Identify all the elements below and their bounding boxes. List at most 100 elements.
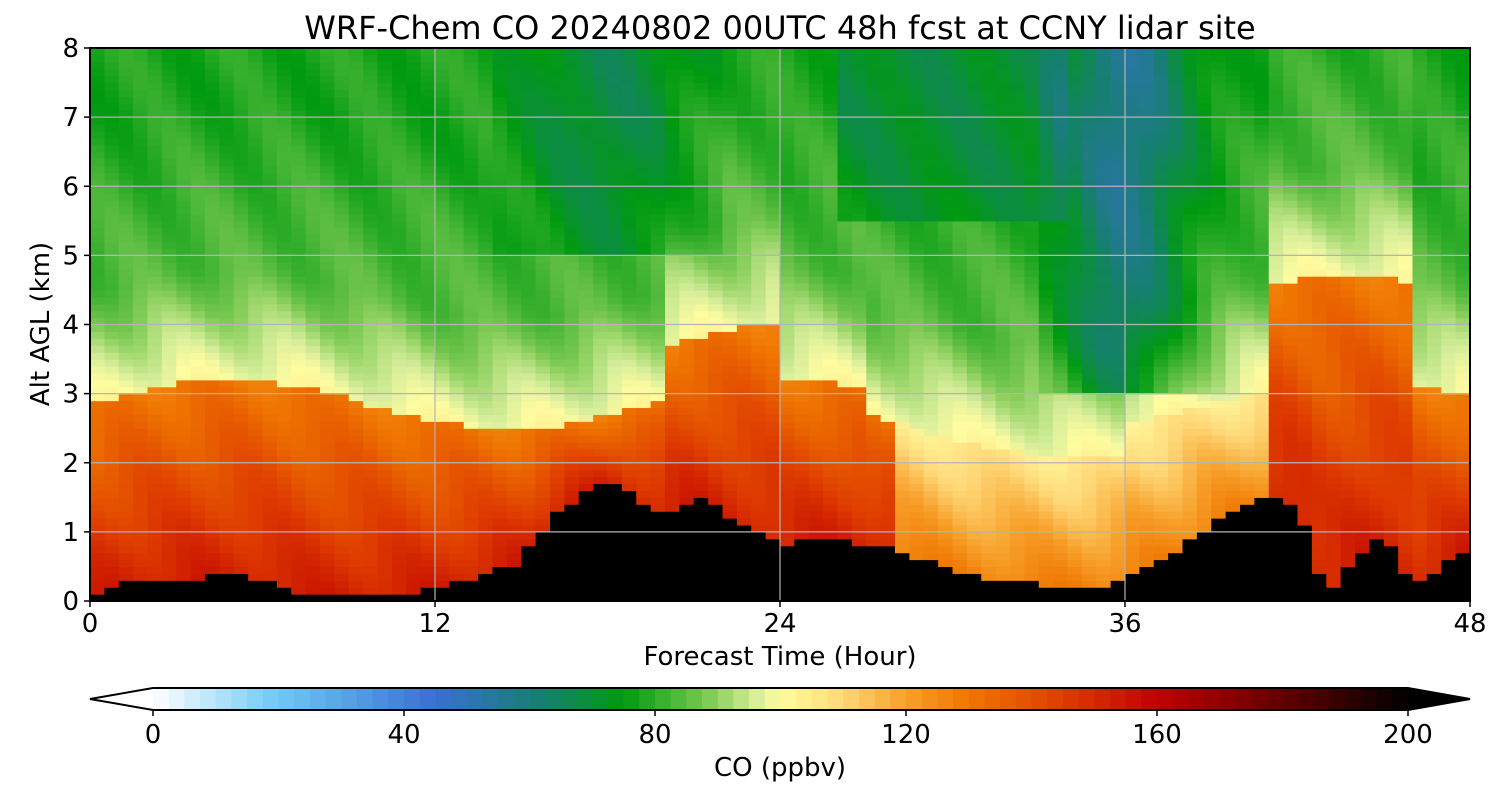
contour-cell — [90, 234, 105, 243]
contour-cell — [650, 448, 666, 457]
contour-cell — [736, 241, 752, 250]
contour-cell — [176, 400, 192, 409]
contour-cell — [866, 234, 882, 243]
contour-cell — [104, 407, 120, 415]
contour-cell — [938, 220, 954, 229]
contour-cell — [161, 179, 177, 187]
contour-cell — [909, 151, 925, 160]
contour-cell — [650, 75, 666, 84]
contour-cell — [938, 372, 954, 381]
contour-cell — [262, 566, 278, 574]
contour-cell — [492, 117, 508, 125]
contour-cell — [521, 573, 537, 581]
contour-cell — [190, 241, 206, 250]
contour-cell — [377, 82, 393, 91]
contour-cell — [938, 110, 954, 118]
contour-cell — [420, 227, 436, 236]
contour-cell — [550, 220, 565, 229]
contour-cell — [161, 594, 177, 601]
contour-cell — [564, 497, 580, 505]
contour-cell — [348, 48, 364, 56]
contour-cell — [866, 518, 882, 526]
contour-cell — [133, 117, 149, 125]
contour-cell — [506, 276, 522, 284]
contour-cell — [233, 241, 249, 250]
contour-cell — [190, 476, 206, 485]
contour-cell — [248, 345, 264, 353]
contour-cell — [636, 455, 652, 464]
contour-cell — [564, 186, 580, 194]
contour-cell — [621, 469, 637, 478]
contour-cell — [665, 442, 680, 450]
contour-cell — [420, 255, 436, 263]
contour-cell — [233, 462, 249, 471]
contour-cell — [161, 241, 177, 250]
contour-cell — [765, 227, 781, 236]
contour-cell — [880, 365, 896, 374]
contour-cell — [650, 359, 666, 367]
contour-cell — [334, 144, 350, 153]
contour-cell — [708, 200, 724, 208]
contour-cell — [895, 386, 910, 395]
contour-cell — [665, 289, 680, 298]
contour-cell — [765, 213, 781, 222]
contour-cell — [190, 490, 206, 498]
contour-cell — [176, 165, 192, 174]
contour-cell — [823, 103, 839, 111]
contour-cell — [564, 352, 580, 360]
contour-cell — [794, 117, 810, 125]
contour-cell — [550, 165, 565, 174]
contour-cell — [248, 310, 264, 319]
contour-cell — [837, 75, 853, 84]
contour-cell — [966, 476, 982, 485]
contour-cell — [248, 352, 264, 360]
contour-cell — [909, 359, 925, 367]
contour-cell — [248, 172, 264, 180]
contour-cell — [895, 566, 910, 574]
contour-cell — [449, 469, 465, 478]
contour-cell — [550, 345, 565, 353]
contour-cell — [765, 303, 781, 312]
contour-cell — [679, 137, 695, 146]
contour-cell — [564, 379, 580, 388]
contour-cell — [823, 524, 839, 533]
contour-cell — [161, 262, 177, 270]
contour-cell — [291, 200, 307, 208]
contour-cell — [751, 442, 767, 450]
contour-cell — [104, 310, 120, 319]
contour-cell — [463, 428, 479, 436]
contour-cell — [449, 442, 465, 450]
contour-cell — [780, 476, 795, 485]
contour-cell — [966, 469, 982, 478]
contour-cell — [952, 338, 968, 346]
contour-cell — [909, 54, 925, 63]
contour-cell — [952, 193, 968, 201]
contour-cell — [147, 545, 163, 554]
contour-cell — [550, 338, 565, 346]
contour-cell — [535, 538, 551, 547]
contour-cell — [463, 552, 479, 561]
contour-cell — [133, 587, 149, 595]
contour-cell — [751, 186, 767, 194]
contour-cell — [219, 200, 235, 208]
contour-cell — [966, 54, 982, 63]
contour-cell — [320, 511, 335, 519]
contour-cell — [607, 504, 623, 512]
contour-cell — [564, 158, 580, 167]
contour-cell — [233, 117, 249, 125]
contour-cell — [765, 317, 781, 326]
contour-cell — [406, 442, 422, 450]
contour-cell — [966, 594, 982, 601]
contour-cell — [880, 303, 896, 312]
contour-cell — [492, 497, 508, 505]
contour-cell — [320, 414, 335, 422]
contour-cell — [363, 538, 379, 547]
contour-cell — [780, 400, 795, 409]
contour-cell — [621, 386, 637, 395]
contour-cell — [190, 359, 206, 367]
contour-cell — [104, 421, 120, 429]
contour-cell — [665, 524, 680, 533]
contour-cell — [966, 220, 982, 229]
contour-cell — [521, 283, 537, 291]
contour-cell — [521, 276, 537, 284]
